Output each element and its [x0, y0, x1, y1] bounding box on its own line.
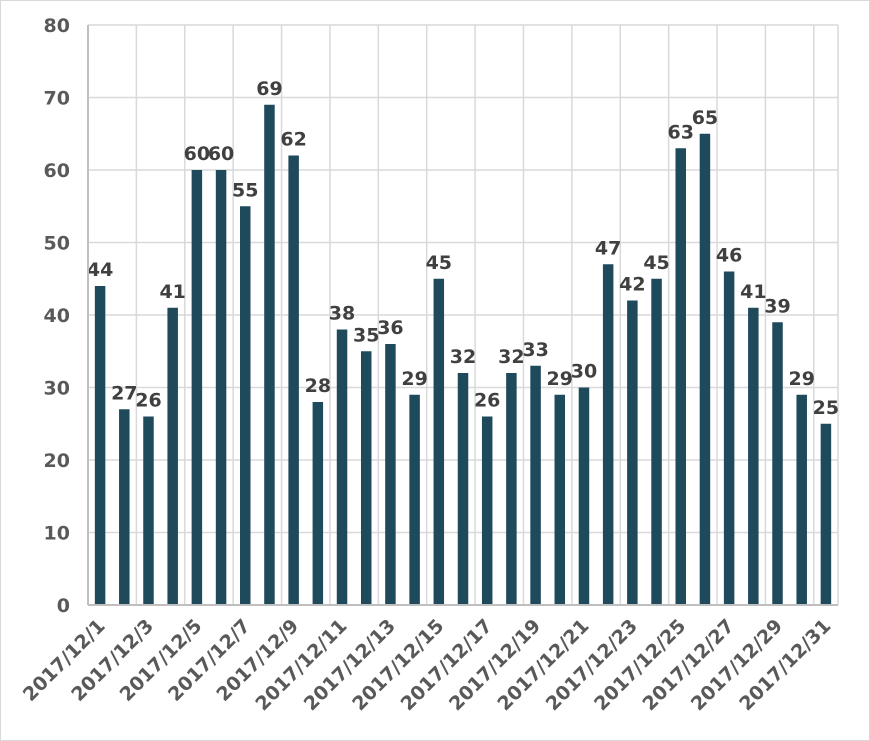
data-label: 65 — [692, 107, 718, 129]
bar — [506, 373, 517, 605]
y-tick-label: 30 — [44, 378, 70, 400]
bar — [602, 264, 614, 605]
data-label: 29 — [401, 368, 427, 390]
bar — [240, 206, 251, 605]
data-label: 29 — [788, 368, 814, 390]
data-label: 38 — [329, 303, 355, 325]
data-label: 60 — [184, 143, 210, 165]
data-label: 32 — [498, 346, 524, 368]
data-label: 42 — [619, 274, 645, 296]
bar — [433, 278, 445, 605]
data-label: 63 — [668, 121, 694, 143]
bar — [530, 365, 541, 605]
data-label: 41 — [159, 281, 185, 303]
bar — [288, 155, 299, 605]
data-label: 47 — [595, 237, 621, 259]
bar — [385, 344, 396, 605]
data-label: 25 — [813, 397, 839, 419]
data-label: 46 — [716, 245, 742, 267]
data-label: 62 — [280, 129, 306, 151]
bar — [360, 351, 372, 605]
y-tick-label: 40 — [44, 305, 70, 327]
bar — [215, 170, 227, 605]
bar — [167, 307, 178, 605]
bar — [264, 104, 275, 605]
y-tick-label: 60 — [44, 160, 70, 182]
data-label: 32 — [450, 346, 476, 368]
bar — [143, 416, 154, 605]
bar — [481, 416, 493, 605]
bar — [723, 271, 735, 605]
y-tick-label: 80 — [44, 15, 70, 37]
y-tick-label: 70 — [44, 88, 70, 110]
bar — [554, 394, 566, 605]
bar — [336, 329, 348, 605]
data-label: 44 — [87, 259, 113, 281]
bar — [191, 170, 203, 605]
data-label: 30 — [571, 361, 597, 383]
data-label: 26 — [135, 390, 161, 412]
data-label: 39 — [764, 295, 790, 317]
data-label: 41 — [740, 281, 766, 303]
bar — [651, 278, 662, 605]
data-label: 29 — [547, 368, 573, 390]
bar — [796, 394, 807, 605]
bar — [675, 148, 686, 605]
data-label: 69 — [256, 78, 282, 100]
bar — [409, 394, 420, 605]
data-label: 55 — [232, 179, 258, 201]
y-tick-label: 20 — [44, 450, 70, 472]
bar — [94, 286, 106, 605]
y-tick-label: 10 — [44, 523, 70, 545]
bar — [699, 133, 711, 605]
bar — [578, 387, 590, 605]
y-tick-label: 0 — [57, 595, 70, 617]
data-label: 27 — [111, 382, 137, 404]
data-label: 28 — [305, 375, 331, 397]
data-label: 60 — [208, 143, 234, 165]
data-label: 45 — [426, 252, 452, 274]
bar — [119, 409, 130, 605]
bar — [312, 402, 324, 605]
data-label: 45 — [643, 252, 669, 274]
bar — [748, 307, 759, 605]
bar — [820, 423, 832, 605]
data-label: 36 — [377, 317, 403, 339]
y-tick-label: 50 — [44, 233, 70, 255]
data-label: 33 — [522, 339, 548, 361]
bar — [772, 322, 783, 605]
bar — [457, 373, 469, 605]
data-label: 26 — [474, 390, 500, 412]
bar — [627, 300, 638, 605]
data-label: 35 — [353, 324, 379, 346]
